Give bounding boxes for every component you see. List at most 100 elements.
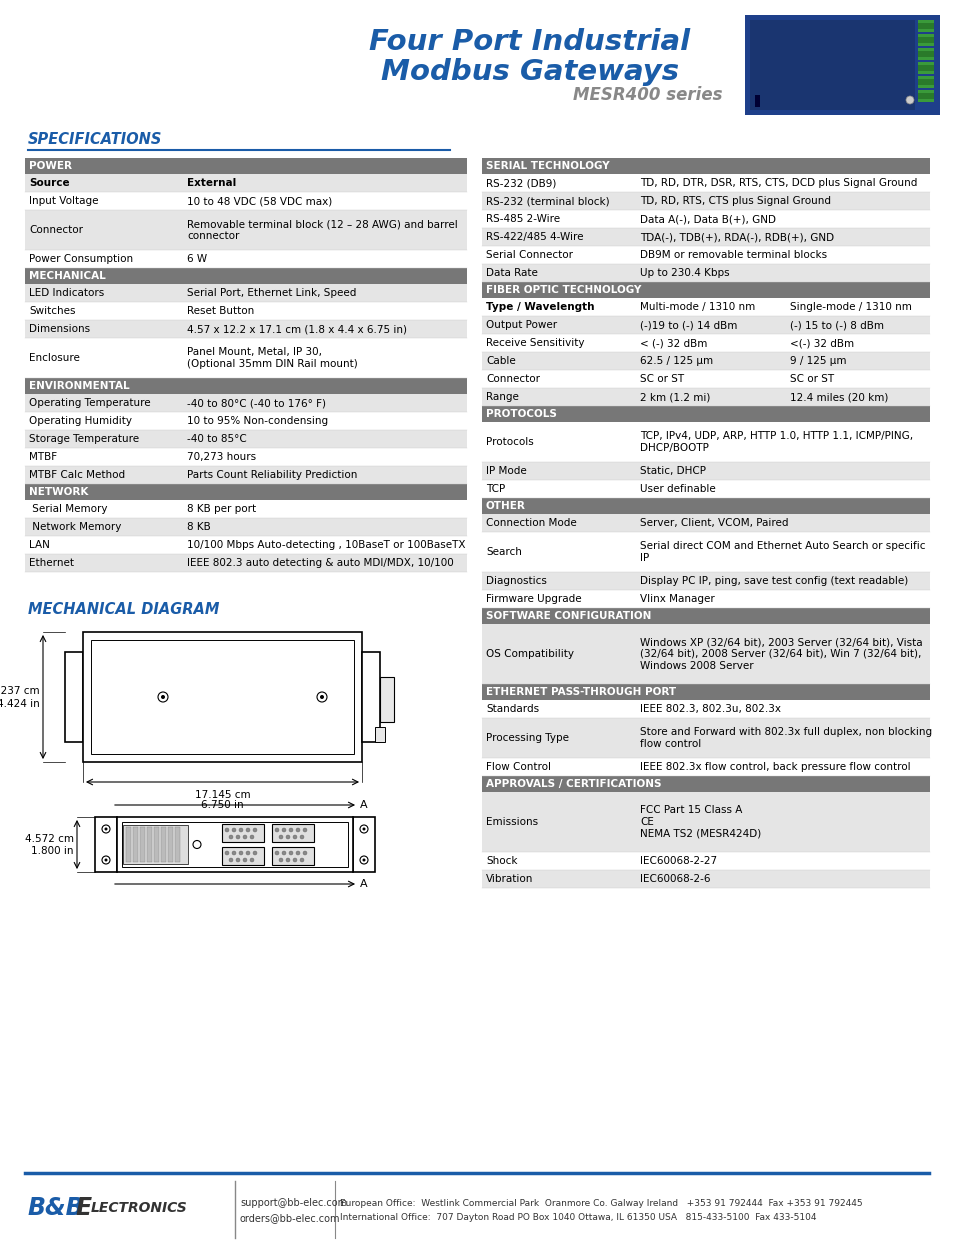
Text: OTHER: OTHER <box>485 501 525 511</box>
Text: Static, DHCP: Static, DHCP <box>639 466 705 476</box>
Circle shape <box>362 827 365 831</box>
Text: Vibration: Vibration <box>485 875 533 885</box>
Bar <box>272 847 314 865</box>
Text: 8 KB per port: 8 KB per port <box>187 504 255 514</box>
Text: Receive Sensitivity: Receive Sensitivity <box>485 338 584 348</box>
Text: < (-) 32 dBm: < (-) 32 dBm <box>639 338 706 348</box>
Circle shape <box>243 858 247 862</box>
Bar <box>361 652 379 742</box>
Circle shape <box>299 858 304 862</box>
Text: Switches: Switches <box>29 306 75 316</box>
Text: Server, Client, VCOM, Paired: Server, Client, VCOM, Paired <box>639 517 788 528</box>
Bar <box>25 251 467 268</box>
Bar <box>25 412 467 430</box>
Text: A: A <box>359 799 367 809</box>
Circle shape <box>905 96 913 104</box>
Text: Network Memory: Network Memory <box>29 523 121 533</box>
Text: RS-422/485 4-Wire: RS-422/485 4-Wire <box>485 232 583 242</box>
Text: Store and Forward with 802.3x full duplex, non blocking
flow control: Store and Forward with 802.3x full duple… <box>639 727 931 749</box>
Bar <box>91 640 354 754</box>
Text: Firmware Upgrade: Firmware Upgrade <box>485 594 581 604</box>
Bar <box>481 624 929 684</box>
Bar <box>481 246 929 264</box>
Circle shape <box>232 851 235 855</box>
Text: (-)19 to (-) 14 dBm: (-)19 to (-) 14 dBm <box>639 320 737 330</box>
Bar <box>25 338 467 378</box>
Text: 4.424 in: 4.424 in <box>0 699 40 709</box>
Bar <box>917 65 933 71</box>
Circle shape <box>289 828 293 832</box>
Text: Serial Port, Ethernet Link, Speed: Serial Port, Ethernet Link, Speed <box>187 288 356 298</box>
Bar <box>749 20 914 110</box>
Bar <box>25 466 467 484</box>
Circle shape <box>239 851 243 855</box>
Circle shape <box>225 851 229 855</box>
Text: MESR400 series: MESR400 series <box>573 86 722 104</box>
Text: Data A(-), Data B(+), GND: Data A(-), Data B(+), GND <box>639 214 775 224</box>
Bar <box>132 827 138 862</box>
Bar <box>168 827 172 862</box>
Bar <box>481 406 929 422</box>
Circle shape <box>239 828 243 832</box>
Text: RS-232 (terminal block): RS-232 (terminal block) <box>485 195 609 205</box>
Circle shape <box>278 858 283 862</box>
Bar <box>25 302 467 320</box>
Text: IEC60068-2-6: IEC60068-2-6 <box>639 875 710 885</box>
Bar <box>153 827 159 862</box>
Circle shape <box>232 828 235 832</box>
Text: MECHANICAL DIAGRAM: MECHANICAL DIAGRAM <box>28 603 219 618</box>
Bar <box>917 23 933 29</box>
Bar <box>481 870 929 888</box>
Text: Operating Humidity: Operating Humidity <box>29 416 132 426</box>
Text: <(-) 32 dBm: <(-) 32 dBm <box>789 338 853 348</box>
Circle shape <box>295 851 299 855</box>
Text: POWER: POWER <box>29 160 71 170</box>
Text: International Office:  707 Dayton Road PO Box 1040 Ottawa, IL 61350 USA   815-43: International Office: 707 Dayton Road PO… <box>339 1213 816 1223</box>
Bar <box>481 388 929 406</box>
Bar <box>25 320 467 338</box>
Text: Range: Range <box>485 392 518 402</box>
Text: Connector: Connector <box>29 226 83 236</box>
Text: Enclosure: Enclosure <box>29 353 80 363</box>
Text: LAN: LAN <box>29 540 50 550</box>
Bar <box>65 652 83 742</box>
Circle shape <box>243 834 247 840</box>
Bar <box>222 824 264 842</box>
Circle shape <box>362 858 365 862</box>
Bar <box>83 632 361 762</box>
Text: Connector: Connector <box>485 373 539 383</box>
Circle shape <box>293 834 296 840</box>
Text: 8 KB: 8 KB <box>187 523 211 533</box>
Bar <box>123 824 188 865</box>
Text: 70,273 hours: 70,273 hours <box>187 452 255 462</box>
Text: MTBF Calc Method: MTBF Calc Method <box>29 470 125 480</box>
Text: User definable: User definable <box>639 484 715 494</box>
Text: Reset Button: Reset Button <box>187 306 254 316</box>
Text: SOFTWARE CONFIGURATION: SOFTWARE CONFIGURATION <box>485 611 651 621</box>
Text: 4.57 x 12.2 x 17.1 cm (1.8 x 4.4 x 6.75 in): 4.57 x 12.2 x 17.1 cm (1.8 x 4.4 x 6.75 … <box>187 325 407 335</box>
Text: RS-485 2-Wire: RS-485 2-Wire <box>485 214 559 224</box>
Text: -40 to 85°C: -40 to 85°C <box>187 434 247 444</box>
Text: DB9M or removable terminal blocks: DB9M or removable terminal blocks <box>639 251 826 261</box>
Circle shape <box>303 828 307 832</box>
Text: Power Consumption: Power Consumption <box>29 254 133 264</box>
Text: Serial Memory: Serial Memory <box>29 504 108 514</box>
Text: 6.750 in: 6.750 in <box>201 799 244 809</box>
Bar <box>917 61 933 74</box>
Bar <box>481 352 929 370</box>
Text: Dimensions: Dimensions <box>29 325 90 335</box>
Text: ENVIRONMENTAL: ENVIRONMENTAL <box>29 381 130 391</box>
Circle shape <box>250 858 253 862</box>
Text: Serial direct COM and Ethernet Auto Search or specific
IP: Serial direct COM and Ethernet Auto Sear… <box>639 541 924 563</box>
Bar <box>126 827 131 862</box>
Text: 17.145 cm: 17.145 cm <box>194 789 250 799</box>
Circle shape <box>286 834 290 840</box>
Bar <box>481 422 929 462</box>
Bar <box>744 15 939 115</box>
Bar <box>95 817 117 872</box>
Text: TDA(-), TDB(+), RDA(-), RDB(+), GND: TDA(-), TDB(+), RDA(-), RDB(+), GND <box>639 232 833 242</box>
Bar <box>481 852 929 870</box>
Text: Flow Control: Flow Control <box>485 762 551 772</box>
Text: SC or ST: SC or ST <box>639 373 683 383</box>
Text: Data Rate: Data Rate <box>485 268 537 278</box>
